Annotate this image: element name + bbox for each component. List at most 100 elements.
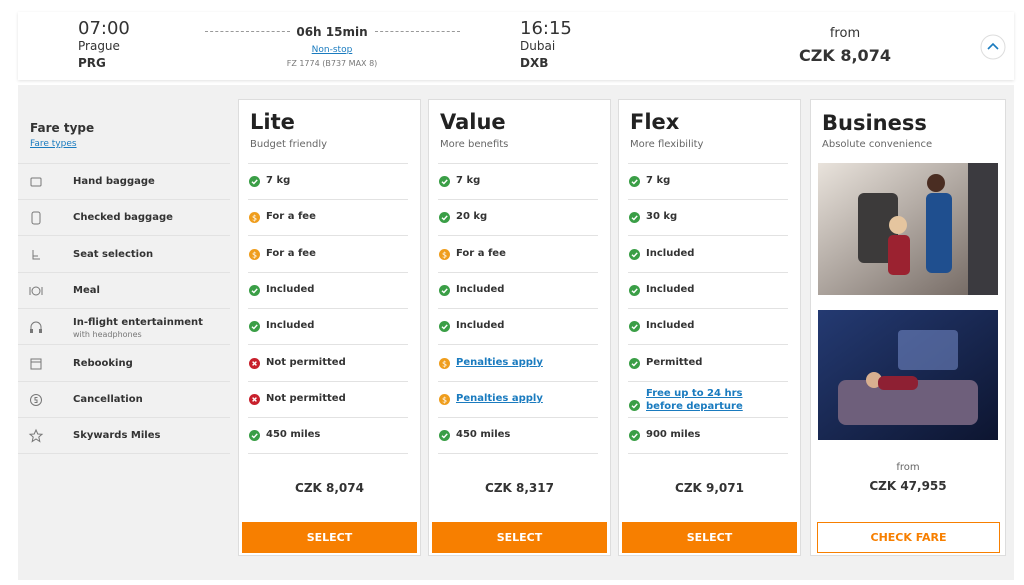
fare-card [428,99,611,556]
status-icon [629,357,640,369]
fare-types-link[interactable]: Fare types [30,139,77,149]
separator [438,453,598,455]
fare-subtitle: Budget friendly [250,139,328,150]
separator [18,307,230,309]
feature-note: with headphones [73,330,142,340]
fare-value: Included [646,247,695,259]
status-icon: $ [249,248,260,260]
fare-value: For a fee [266,211,316,223]
business-name: Business [822,111,927,135]
status-icon [249,284,260,296]
separator [438,416,598,418]
feature-label: Rebooking [73,357,133,369]
separator [628,380,788,382]
departure-code: PRG [78,56,106,70]
separator [628,199,788,200]
fare-link[interactable]: Penalties apply [456,356,543,368]
fare-name: Flex [630,110,680,134]
feature-icon [30,393,42,406]
header-price: CZK 8,074 [799,46,891,65]
status-icon [249,393,260,405]
separator [438,163,598,164]
fare-value: 450 miles [266,429,321,441]
collapse-button[interactable] [980,34,1006,60]
check-fare-button[interactable]: CHECK FARE [817,522,1000,553]
separator [438,380,598,382]
separator [18,235,230,237]
select-button[interactable]: SELECT [432,522,607,553]
status-icon [629,430,640,442]
separator [628,163,788,164]
status-icon [629,399,640,411]
status-icon [629,248,640,260]
separator [438,235,598,237]
select-button[interactable]: SELECT [242,522,417,553]
separator [248,453,408,455]
fare-value: 450 miles [456,429,511,441]
fare-value: 7 kg [456,175,481,186]
separator [628,453,788,455]
fare-value: For a fee [266,247,316,259]
arrival-time: 16:15 [520,18,572,39]
separator [438,307,598,309]
arrival-code: DXB [520,56,549,70]
fare-value: 20 kg [456,211,488,223]
status-icon [439,284,450,296]
fare-value: 7 kg [266,175,291,186]
fare-value: Included [646,320,695,332]
status-icon [249,176,260,187]
svg-text:$: $ [442,359,447,368]
feature-icon [30,177,42,187]
fare-value: Included [266,283,315,295]
select-button[interactable]: SELECT [622,522,797,553]
cabin-photo [818,310,998,440]
separator [628,344,788,346]
svg-text:$: $ [442,395,447,404]
status-icon: $ [249,212,260,224]
business-price-prefix: from [896,462,920,473]
status-icon [629,321,640,333]
separator [248,344,408,346]
status-icon [439,212,450,224]
fare-card [618,99,801,556]
status-icon [439,176,450,187]
separator [438,199,598,200]
fare-link[interactable]: Free up to 24 hrs before departure [646,387,743,412]
fare-price: CZK 9,071 [675,481,744,495]
separator [248,380,408,382]
status-icon [249,357,260,369]
feature-icon [30,321,42,334]
feature-label: Hand baggage [73,176,155,187]
flight-info: FZ 1774 (B737 MAX 8) [286,59,378,68]
feature-icon [32,249,40,260]
separator [18,453,230,455]
status-icon [629,176,640,187]
separator [18,344,230,346]
status-icon: $ [439,393,450,405]
feature-icon [28,428,44,443]
separator [628,416,788,418]
fare-value: 30 kg [646,211,678,223]
stops-link[interactable]: Non-stop [311,45,353,55]
svg-text:$: $ [442,250,447,259]
fare-name: Value [440,110,506,134]
fare-subtitle: More flexibility [630,139,704,150]
separator [18,163,230,164]
price-prefix: from [829,26,861,41]
feature-icon [31,211,41,225]
fare-value: Included [266,320,315,332]
cabin-photo [818,163,998,295]
feature-icon [29,286,43,296]
fare-value: Permitted [646,356,703,368]
separator [248,163,408,164]
separator [18,416,230,418]
separator [438,344,598,346]
separator [248,235,408,237]
separator [628,235,788,237]
fare-value: Not permitted [266,392,346,404]
route-line [375,31,460,32]
fare-value: Included [456,283,505,295]
separator [18,271,230,273]
fare-link[interactable]: Penalties apply [456,392,543,404]
